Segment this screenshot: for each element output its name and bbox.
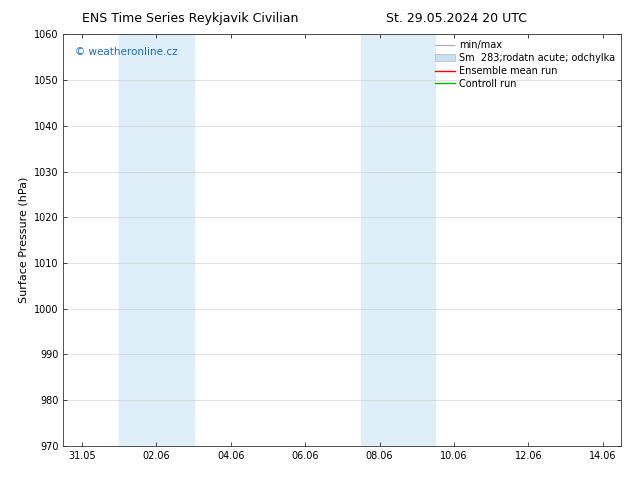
Text: St. 29.05.2024 20 UTC: St. 29.05.2024 20 UTC [386,12,527,25]
Text: © weatheronline.cz: © weatheronline.cz [75,47,177,57]
Legend: min/max, Sm  283;rodatn acute; odchylka, Ensemble mean run, Controll run: min/max, Sm 283;rodatn acute; odchylka, … [431,36,619,93]
Bar [361,34,436,446]
Text: ENS Time Series Reykjavik Civilian: ENS Time Series Reykjavik Civilian [82,12,299,25]
Bar [119,34,193,446]
Y-axis label: Surface Pressure (hPa): Surface Pressure (hPa) [18,177,29,303]
